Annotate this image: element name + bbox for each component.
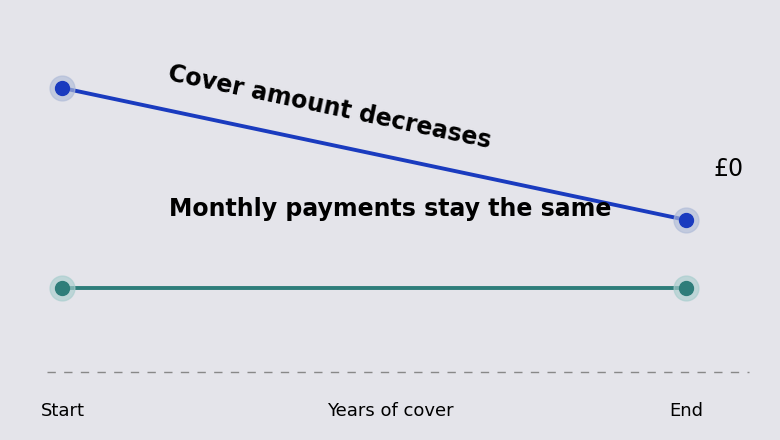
Point xyxy=(680,216,693,224)
Text: End: End xyxy=(669,403,704,420)
Point xyxy=(56,285,69,292)
Point xyxy=(56,285,69,292)
Text: £0: £0 xyxy=(714,158,744,181)
Text: Cover amount decreases: Cover amount decreases xyxy=(166,61,494,153)
Text: Monthly payments stay the same: Monthly payments stay the same xyxy=(168,197,612,221)
Point xyxy=(56,84,69,92)
Point xyxy=(680,285,693,292)
Point xyxy=(680,285,693,292)
Text: Years of cover: Years of cover xyxy=(327,403,453,420)
Text: Start: Start xyxy=(41,403,84,420)
Point xyxy=(680,216,693,224)
Point xyxy=(56,84,69,92)
